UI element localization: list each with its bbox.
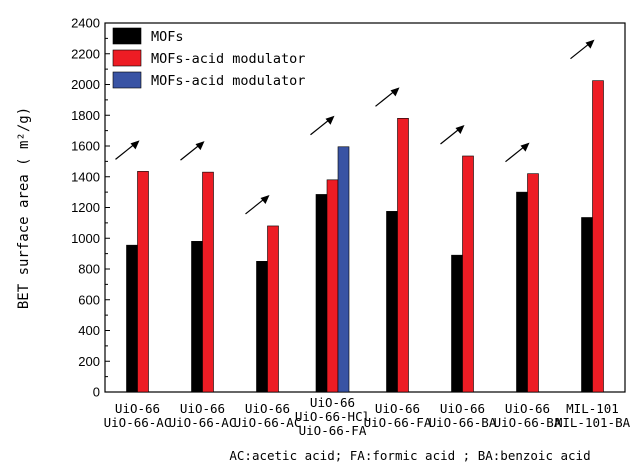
legend-swatch [112, 27, 142, 45]
y-tick-label: 2000 [71, 77, 100, 92]
trend-arrow-head [455, 124, 465, 134]
x-tick-label: UiO-66-AC [104, 415, 172, 430]
x-tick-label: UiO-66-BA [494, 415, 562, 430]
y-tick-label: 1600 [71, 139, 100, 154]
trend-arrow [505, 145, 526, 163]
bar [581, 217, 593, 393]
bar [386, 211, 398, 393]
legend-swatch [112, 49, 142, 67]
bar [397, 118, 409, 393]
y-tick-label: 200 [78, 354, 100, 369]
x-tick-label: UiO-66-HCl [295, 409, 370, 424]
x-tick-label: MIL-101 [566, 401, 619, 416]
legend-swatch [112, 71, 142, 89]
bar [202, 171, 214, 393]
bar [191, 241, 203, 393]
trend-arrow [180, 143, 201, 161]
legend-label: MOFs-acid modulator [151, 73, 305, 89]
axes: 0 200 400 600 800 1000 1200 1400 1600 1800 2000 220… [71, 16, 631, 439]
y-tick-label: 1800 [71, 108, 100, 123]
x-tick-label: UiO-66 [115, 401, 160, 416]
bar [126, 244, 138, 393]
bar [256, 261, 268, 393]
y-tick-label: 2200 [71, 46, 100, 61]
bar [516, 191, 528, 393]
bar [451, 254, 463, 393]
x-tick-label: UiO-66 [440, 401, 485, 416]
bar [337, 146, 350, 393]
y-tick-label: 1200 [71, 200, 100, 215]
y-tick-label: 0 [93, 385, 100, 400]
bars [126, 80, 604, 393]
trend-arrow-head [195, 141, 205, 151]
bar [267, 225, 279, 393]
x-tick-label: UiO-66 [180, 401, 225, 416]
trend-arrow [440, 127, 461, 145]
y-tick-label: 800 [78, 262, 100, 277]
trend-arrow-head [520, 142, 530, 152]
trend-arrow-head [260, 194, 270, 204]
trend-arrow-head [390, 87, 400, 97]
trend-arrows [115, 39, 595, 215]
trend-arrow-head [130, 140, 140, 150]
x-tick-label: UiO-66 [505, 401, 550, 416]
trend-arrow-head [585, 39, 595, 49]
footnote: AC:acetic acid; FA:formic acid ; BA:benz… [229, 448, 590, 463]
x-tick-label: UiO-66-AC [169, 415, 237, 430]
trend-arrow [115, 142, 136, 160]
legend-label: MOFs [151, 29, 184, 45]
trend-arrow [375, 89, 396, 107]
legend: MOFs MOFs-acid modulator MOFs-acid modulat… [112, 27, 305, 89]
x-tick-label: MIL-101-BA [555, 415, 631, 430]
y-tick-label: 1000 [71, 231, 100, 246]
bar [462, 155, 474, 393]
x-tick-label: UiO-66-FA [299, 423, 367, 438]
trend-arrow-head [325, 115, 335, 125]
y-tick-label: 1400 [71, 169, 100, 184]
x-tick-label: UiO-66-AC [234, 415, 302, 430]
y-tick-label: 2400 [71, 16, 100, 31]
bar [315, 194, 328, 393]
y-tick-label: 400 [78, 323, 100, 338]
y-tick-label: 600 [78, 292, 100, 307]
bar [137, 171, 149, 393]
trend-arrow [570, 42, 591, 60]
x-tick-label: UiO-66-BA [429, 415, 497, 430]
x-tick-label: UiO-66-FA [364, 415, 432, 430]
x-tick-label: UiO-66 [245, 401, 290, 416]
y-axis-label: BET surface area ( m²/g) [16, 107, 32, 309]
bar [527, 173, 539, 393]
bar [592, 80, 604, 393]
x-tick-label: UiO-66 [310, 395, 355, 410]
bar [326, 179, 339, 393]
trend-arrow [310, 118, 331, 136]
legend-label: MOFs-acid modulator [151, 51, 305, 67]
trend-arrow [245, 197, 266, 215]
x-tick-label: UiO-66 [375, 401, 420, 416]
